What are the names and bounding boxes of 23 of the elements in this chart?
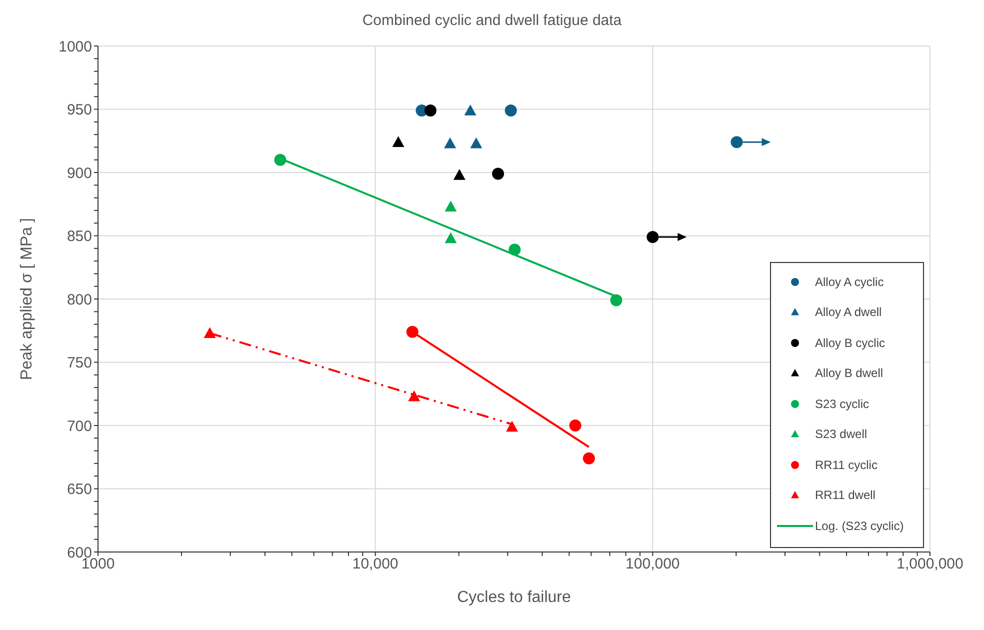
legend-label: RR11 dwell [815,488,876,502]
legend-label: Alloy A dwell [815,305,882,320]
y-axis-title: Peak applied σ [ MPa ] [18,218,36,380]
y-tick-label: 850 [66,228,92,246]
y-tick-label: 950 [66,102,92,119]
x-axis-title: Cycles to failure [457,589,572,606]
legend-label: Log. (S23 cyclic) [815,518,904,533]
legend-label: S23 dwell [815,427,868,442]
chart-title: Combined cyclic and dwell fatigue data [361,11,623,31]
x-tick-label: 100,000 [626,556,680,573]
y-tick-label: 1000 [58,38,92,56]
x-tick-label: 10,000 [352,556,398,573]
legend-label: Alloy B cyclic [815,336,886,350]
y-tick-label: 650 [66,481,92,498]
legend-label: RR11 cyclic [815,458,878,472]
x-tick-label: 1,000,000 [896,556,964,573]
y-tick-label: 700 [66,418,92,435]
y-tick-label: 750 [66,354,92,372]
y-tick-label: 800 [66,291,92,308]
legend-label: Alloy A cyclic [815,274,884,289]
y-tick-label: 900 [66,164,92,182]
legend-label: Alloy B dwell [815,366,884,380]
legend-label: S23 cyclic [815,396,870,411]
